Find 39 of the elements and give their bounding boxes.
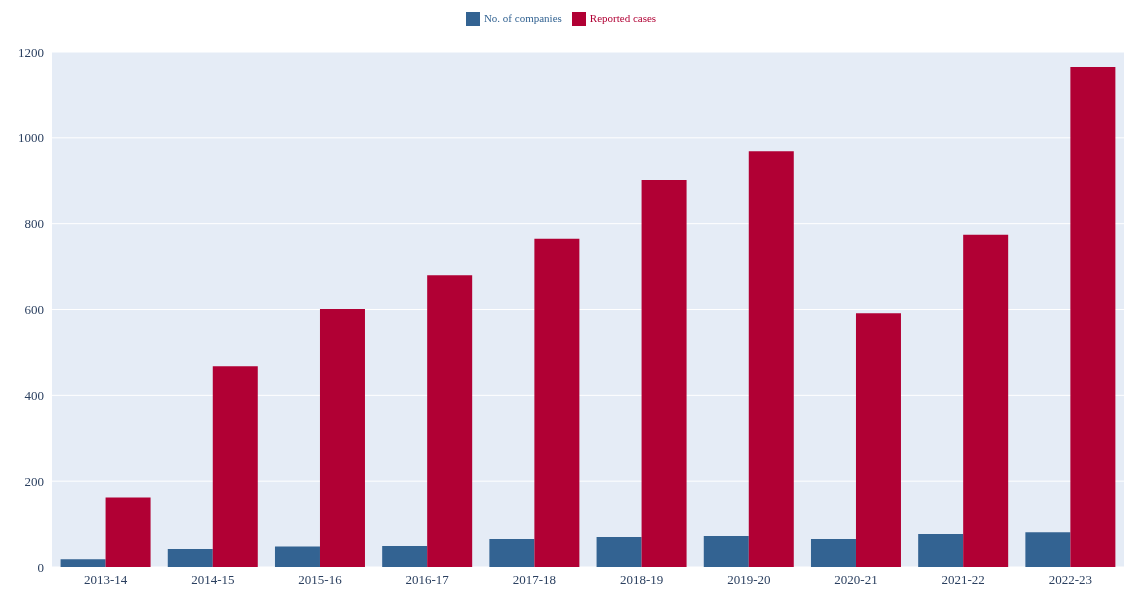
y-tick-label: 800 [24, 216, 44, 232]
bar [382, 545, 428, 567]
x-tick-label: 2016-17 [405, 572, 450, 588]
y-tick-label: 1000 [18, 130, 44, 146]
x-tick-label: 2013-14 [83, 572, 128, 588]
bar [810, 539, 856, 567]
bar [963, 234, 1009, 567]
bar [274, 546, 320, 567]
bar [596, 536, 642, 567]
x-tick-label: 2022-23 [1048, 572, 1093, 588]
y-tick-label: 200 [24, 473, 44, 489]
bar [748, 151, 794, 567]
x-tick-label: 2018-19 [619, 572, 664, 588]
bar [167, 548, 213, 567]
y-tick-label: 400 [24, 387, 44, 403]
bar [212, 366, 258, 567]
y-tick-label: 1200 [18, 44, 44, 60]
x-tick-label: 2015-16 [298, 572, 343, 588]
legend-label: Reported cases [589, 12, 657, 24]
bar [1070, 67, 1116, 567]
bar [855, 313, 901, 567]
bar [427, 275, 473, 567]
bar [1025, 532, 1071, 567]
bar [319, 309, 365, 567]
y-tick-label: 0 [37, 559, 44, 575]
bar [918, 533, 964, 567]
bar [641, 179, 687, 567]
bar [534, 238, 580, 567]
bar [60, 559, 106, 567]
bar [489, 539, 535, 567]
legend-label: No. of companies [483, 12, 562, 24]
x-tick-label: 2019-20 [727, 572, 771, 588]
x-tick-label: 2017-18 [512, 572, 557, 588]
x-tick-label: 2014-15 [191, 572, 235, 588]
bar [703, 536, 749, 567]
y-tick-label: 600 [24, 302, 44, 318]
x-tick-label: 2021-22 [941, 572, 985, 588]
bar [105, 497, 151, 567]
x-tick-label: 2020-21 [834, 572, 878, 588]
